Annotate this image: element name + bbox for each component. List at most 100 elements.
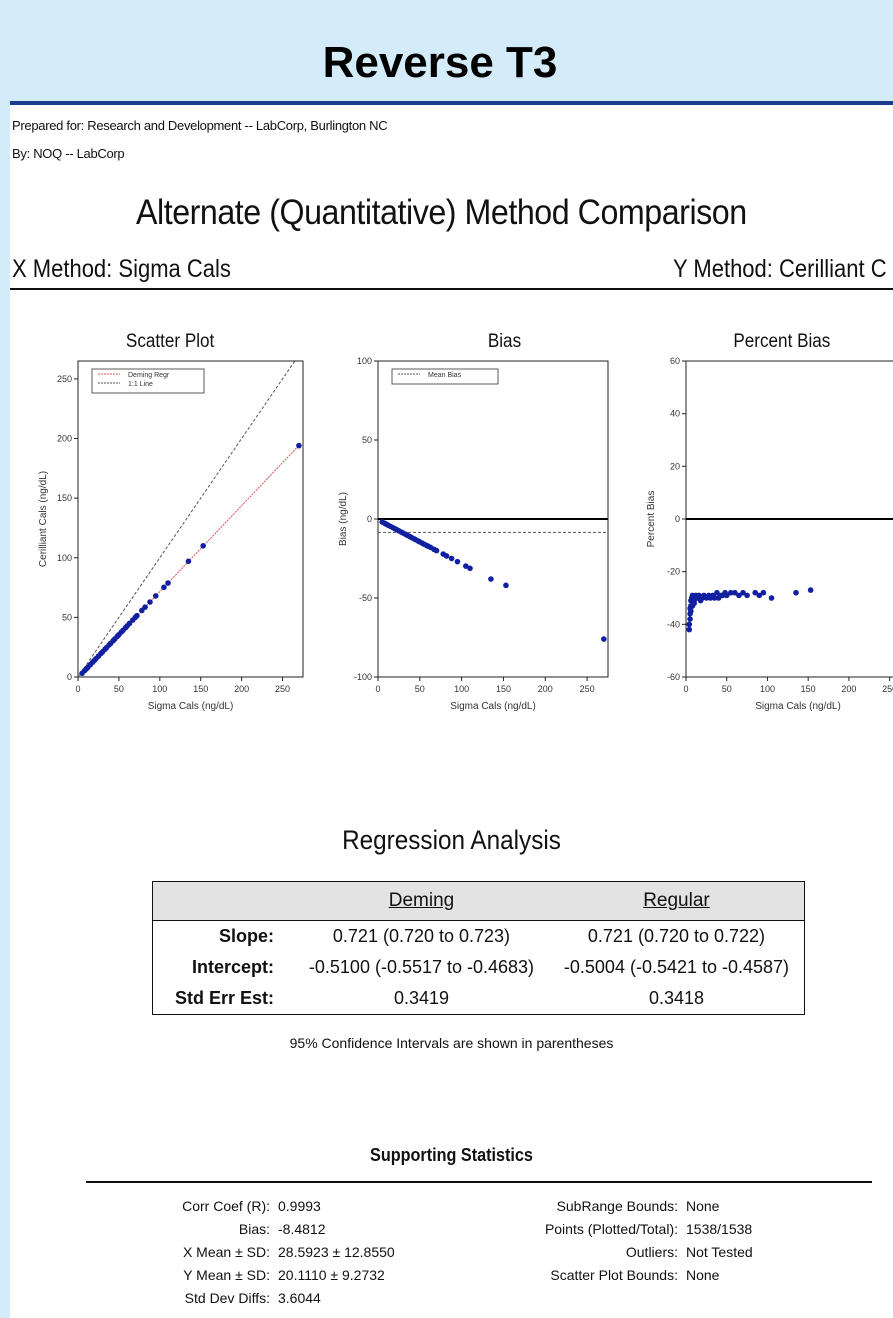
y-tick-label: -60 (667, 672, 680, 682)
stat-label: X Mean ± SD: (182, 1244, 270, 1260)
stat-label: Corr Coef (R): (182, 1198, 270, 1214)
data-point (728, 589, 734, 596)
stat-label: SubRange Bounds: (556, 1198, 678, 1214)
regular-value: 0.3418 (648, 988, 705, 1008)
bias-plot-title: Bias (487, 331, 522, 352)
stat-label: Std Dev Diffs: (184, 1290, 270, 1306)
data-point (463, 563, 469, 569)
regular-value: 0.721 (0.720 to 0.722) (587, 926, 766, 946)
x-method-label: X Method: Sigma Cals (12, 255, 231, 283)
percent_bias-chart: 0 50 100 150 200 250 -60 -40 -20 0 20 40 60 Sigma Cal… (646, 356, 893, 712)
data-point (760, 589, 767, 596)
data-point (768, 595, 775, 601)
data-point (185, 558, 192, 565)
x-tick-label: 100 (760, 684, 775, 694)
data-point (688, 608, 694, 614)
stats-right-column: SubRange Bounds: None Points (Plotted/Tot… (510, 1195, 753, 1287)
data-point (744, 592, 750, 599)
x-tick-label: 50 (722, 684, 732, 694)
y-tick-label: 50 (362, 435, 372, 445)
stat-value: 3.6044 (278, 1290, 321, 1306)
y-axis-label: Percent Bias (646, 491, 657, 548)
table-row: Slope: 0.721 (0.720 to 0.723) 0.721 (0.7… (153, 921, 805, 953)
x-axis-label: Sigma Cals (ng/dL) (148, 701, 234, 712)
data-point (793, 589, 799, 596)
y-tick-label: -20 (667, 567, 680, 577)
x-tick-label: 50 (114, 684, 124, 694)
data-point (147, 599, 153, 605)
y-tick-label: 0 (67, 672, 72, 682)
plot-content (378, 518, 608, 642)
row-label: Intercept: (191, 957, 274, 977)
x-tick-label: 200 (538, 684, 553, 694)
stat-value: 20.1110 ± 9.2732 (278, 1267, 385, 1283)
stat-row: Points (Plotted/Total): 1538/1538 (510, 1218, 753, 1241)
stat-row: Y Mean ± SD: 20.1110 ± 9.2732 (160, 1264, 395, 1287)
plot-frame (77, 360, 304, 678)
report-title: Alternate (Quantitative) Method Comparis… (136, 193, 747, 232)
deming-value: 0.721 (0.720 to 0.723) (332, 926, 511, 946)
x-tick-label: 50 (415, 684, 425, 694)
data-point (736, 592, 742, 599)
stat-row: Bias: -8.4812 (160, 1218, 395, 1241)
y-tick-label: -50 (359, 593, 372, 603)
data-point (756, 592, 763, 599)
stat-value: 0.9993 (278, 1198, 321, 1214)
data-point (161, 584, 167, 591)
x-tick-label: 150 (801, 684, 816, 694)
y-tick-label: -100 (354, 672, 372, 682)
data-point (134, 612, 140, 619)
data-point (448, 555, 455, 562)
y-tick-label: 250 (57, 374, 72, 384)
x-axis-label: Sigma Cals (ng/dL) (755, 701, 841, 712)
data-point (443, 553, 450, 559)
y-tick-label: -40 (667, 619, 680, 629)
scatter-plot-title: Scatter Plot (125, 331, 215, 352)
stat-row: Outliers: Not Tested (510, 1241, 753, 1264)
x-tick-label: 0 (683, 684, 688, 694)
stat-value: 28.5923 ± 12.8550 (278, 1244, 395, 1260)
plot-content (78, 361, 302, 677)
percent-bias-plot-title: Percent Bias (733, 331, 831, 352)
table-row: Intercept: -0.5100 (-0.5517 to -0.4683) … (153, 952, 805, 983)
y-tick-label: 0 (675, 514, 680, 524)
supporting-divider (86, 1181, 872, 1183)
stat-value: Not Tested (686, 1244, 753, 1260)
stat-row: SubRange Bounds: None (510, 1195, 753, 1218)
legend-label: Mean Bias (428, 372, 462, 379)
slide-title: Reverse T3 (322, 38, 558, 87)
plot-content (686, 518, 893, 633)
regular-value: -0.5004 (-0.5421 to -0.4587) (563, 957, 790, 977)
scatter-chart: 0 50 100 150 200 250 0 50 100 150 200 250 Sigma Cals… (38, 360, 304, 712)
deming-column-header: Deming (294, 881, 549, 921)
data-point (152, 593, 159, 599)
data-point (687, 616, 693, 622)
bias-chart: 0 50 100 150 200 250 -100 -50 0 50 100 Sigma Cals (… (338, 356, 609, 712)
x-tick-label: 0 (375, 684, 380, 694)
y-tick-label: 50 (62, 612, 72, 622)
stat-row: Corr Coef (R): 0.9993 (160, 1195, 395, 1218)
data-point (200, 543, 206, 549)
data-point (488, 576, 494, 582)
series-line (78, 361, 296, 677)
stat-value: 1538/1538 (686, 1221, 753, 1237)
data-point (732, 589, 738, 596)
legend-label: 1:1 Line (128, 381, 153, 388)
y-axis-label: Cerilliant Cals (ng/dL) (38, 471, 49, 567)
x-tick-label: 200 (841, 684, 856, 694)
data-point (467, 565, 473, 572)
data-point (503, 582, 509, 589)
y-tick-label: 100 (57, 553, 72, 563)
data-point (691, 600, 697, 607)
stat-label: Outliers: (625, 1244, 678, 1260)
x-tick-label: 200 (234, 684, 249, 694)
stats-left-column: Corr Coef (R): 0.9993 Bias: -8.4812 X Mean… (160, 1195, 395, 1310)
stat-value: -8.4812 (278, 1221, 326, 1237)
legend-label: Deming Regr (128, 372, 170, 379)
regression-table: Deming Regular Slope: 0.721 (0.720 to 0.… (152, 881, 805, 1015)
data-point (714, 589, 720, 596)
data-point (686, 621, 693, 628)
header-divider (10, 288, 893, 290)
y-tick-label: 200 (57, 434, 72, 444)
x-tick-label: 250 (580, 684, 595, 694)
